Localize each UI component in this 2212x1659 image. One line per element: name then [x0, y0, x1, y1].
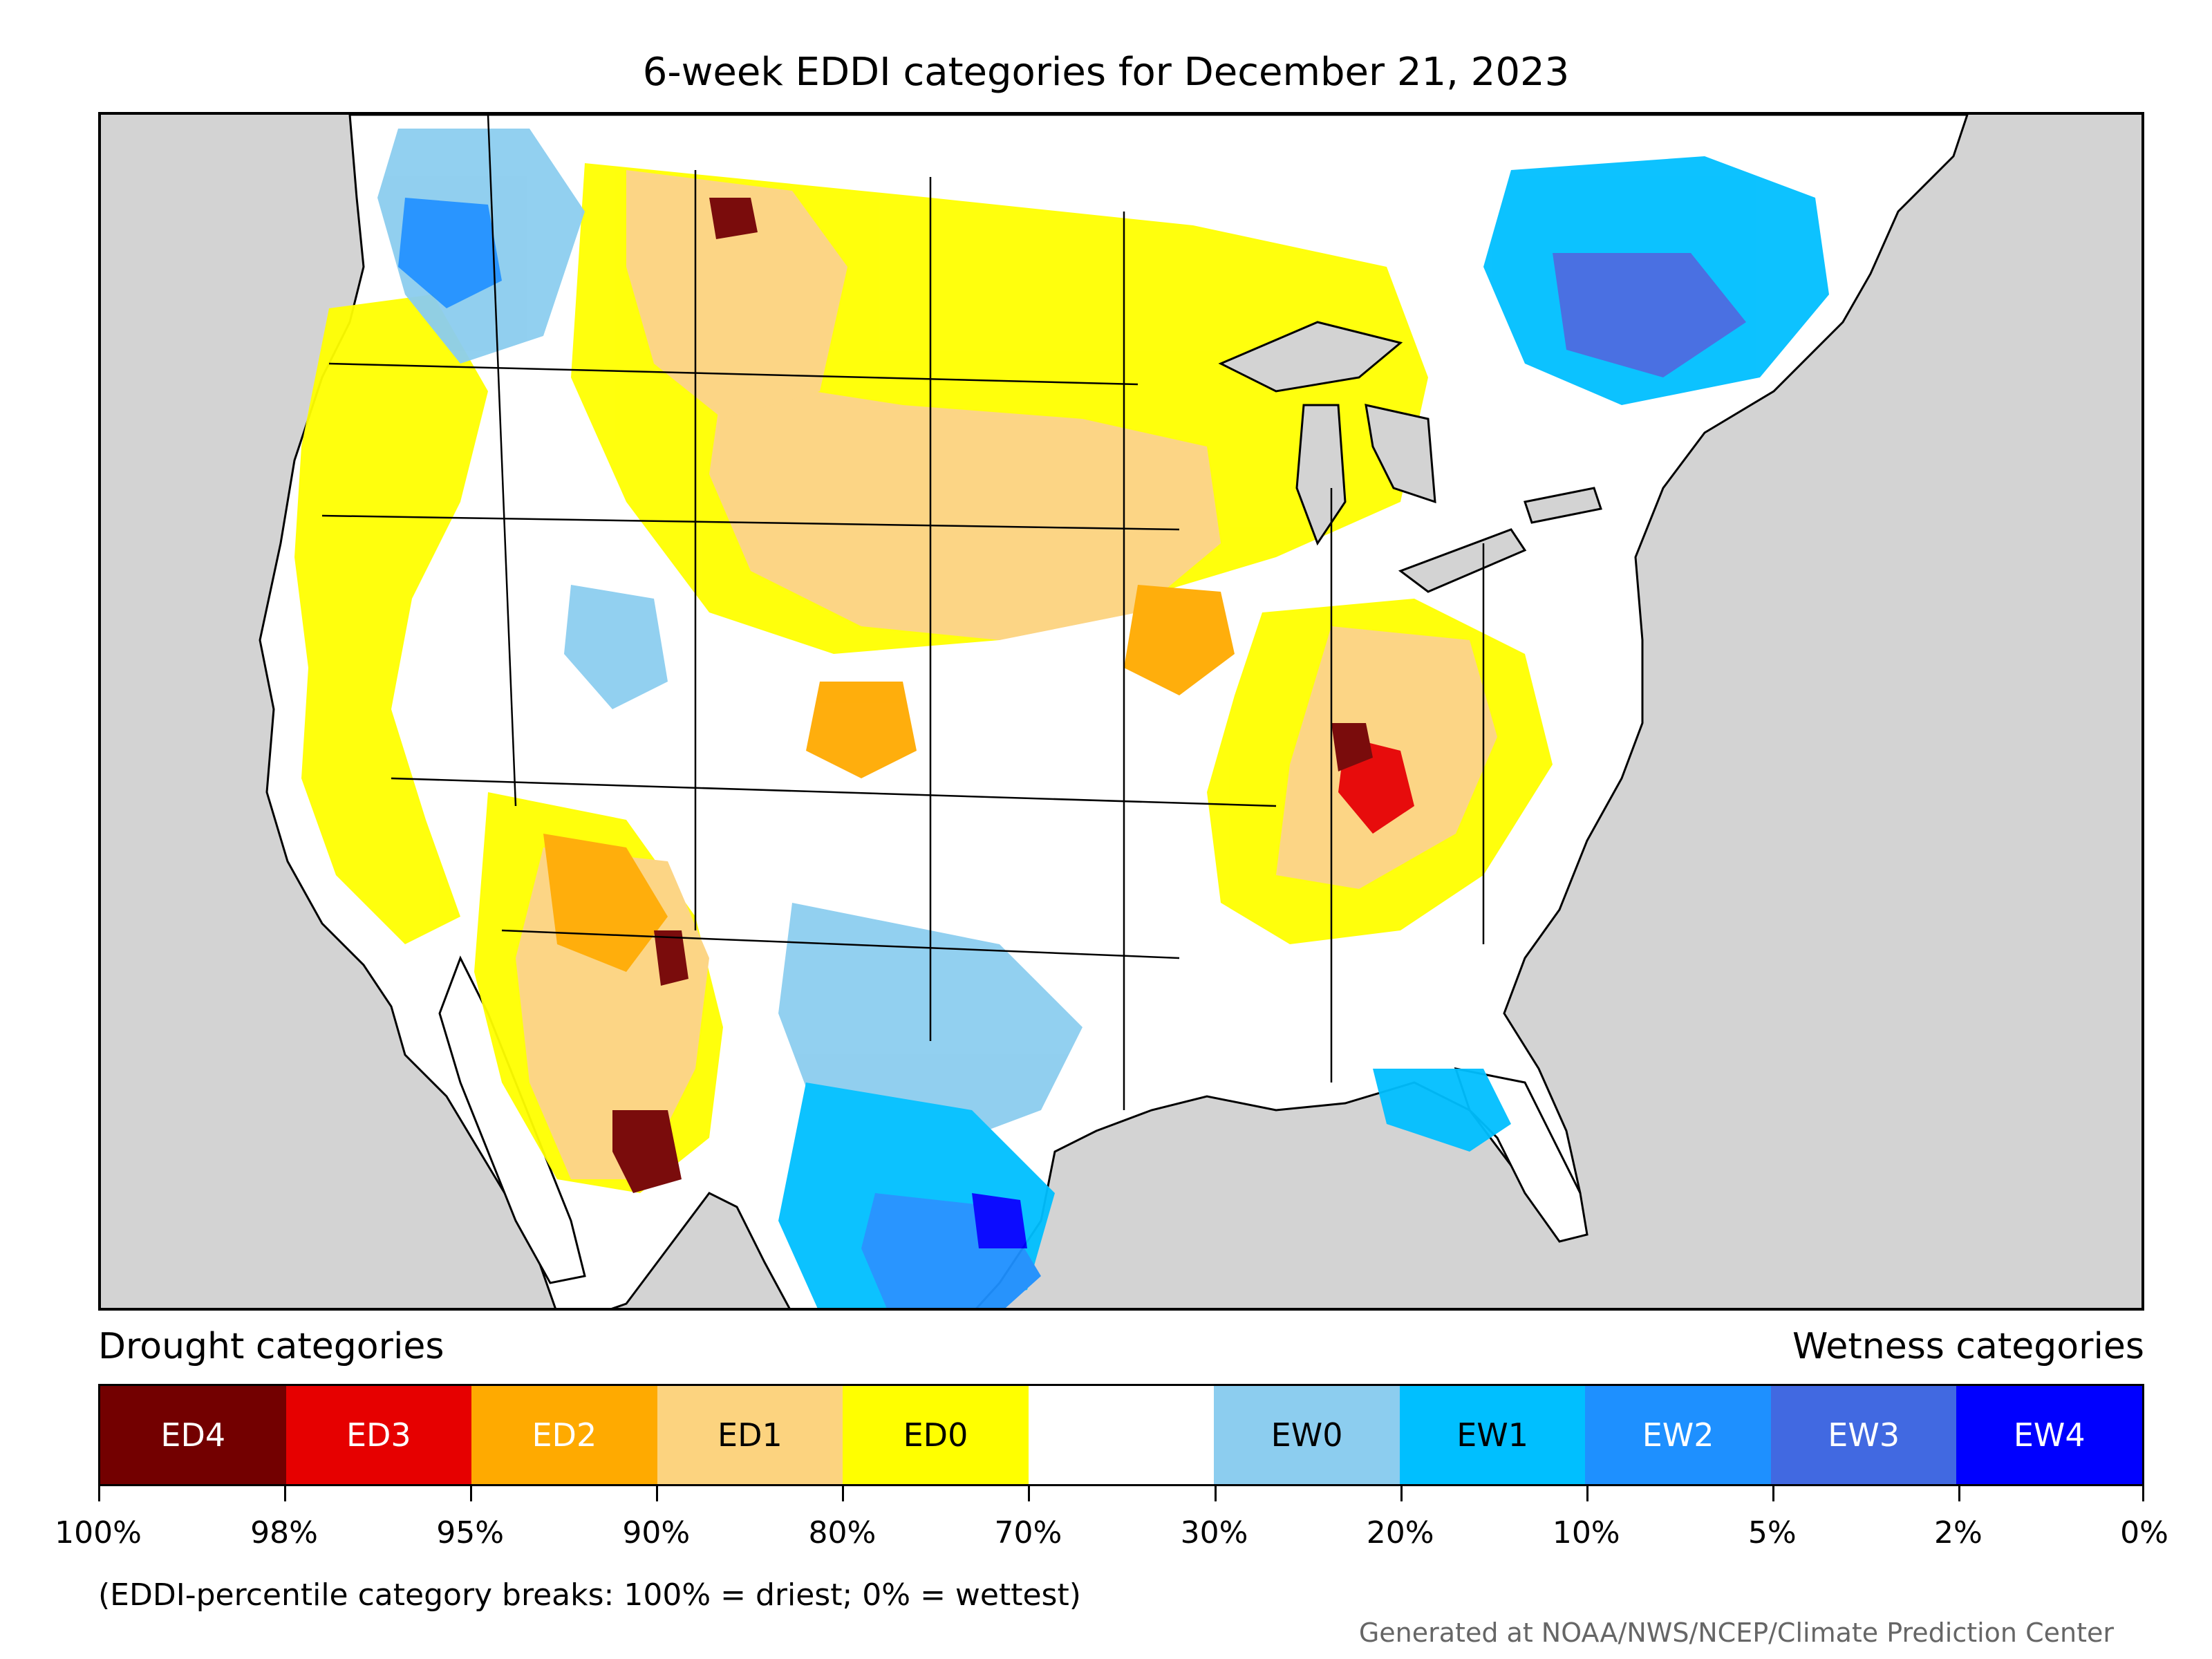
wetness-categories-heading: Wetness categories	[1792, 1326, 2144, 1367]
colorbar-tick	[1400, 1486, 1403, 1501]
legend-cell-ed2: ED2	[471, 1386, 657, 1484]
legend-cell-ew1: EW1	[1399, 1386, 1586, 1484]
colorbar-ticks	[98, 1486, 2144, 1504]
legend-cell-ed3: ED3	[285, 1386, 472, 1484]
ew0-area-utah	[564, 585, 668, 709]
ew4-area-houston	[972, 1193, 1027, 1248]
ed0-area-west	[294, 294, 488, 944]
ed4-area-indiana	[1331, 723, 1373, 771]
colorbar-tick	[1214, 1486, 1217, 1501]
colorbar-tick-label: 5%	[1747, 1515, 1797, 1550]
legend-cell-ew2: EW2	[1585, 1386, 1771, 1484]
colorbar-tick	[470, 1486, 473, 1501]
wetness-areas	[377, 129, 1829, 1308]
legend-cell-ew4: EW4	[1956, 1386, 2143, 1484]
ed2-area-colorado	[806, 682, 917, 778]
colorbar-tick	[1028, 1486, 1031, 1501]
eddi-map	[98, 112, 2144, 1311]
legend-cell-ew3: EW3	[1770, 1386, 1957, 1484]
colorbar-tick	[1586, 1486, 1588, 1501]
colorbar-tick-label: 100%	[55, 1515, 142, 1550]
ed1-area-montana	[626, 170, 847, 419]
ew2-area-washington	[398, 198, 502, 308]
colorbar-tick-label: 0%	[2120, 1515, 2168, 1550]
ed1-area-plains	[709, 377, 1221, 640]
colorbar-tick	[842, 1486, 845, 1501]
ew3-area-quebec	[1553, 253, 1746, 377]
great-lakes	[1218, 321, 1602, 593]
colorbar-tick	[1958, 1486, 1960, 1501]
generated-credit: Generated at NOAA/NWS/NCEP/Climate Predi…	[1358, 1618, 2114, 1648]
ed4-area-montana-north	[709, 198, 758, 239]
colorbar-tick	[98, 1486, 100, 1501]
colorbar-tick-label: 70%	[994, 1515, 1062, 1550]
colorbar-tick	[656, 1486, 659, 1501]
colorbar-tick	[1772, 1486, 1774, 1501]
ed4-area-chihuahua	[612, 1110, 682, 1193]
colorbar-tick-label: 80%	[808, 1515, 877, 1550]
legend-cell-ew0: EW0	[1214, 1386, 1400, 1484]
lake-erie	[1398, 528, 1527, 593]
map-title: 6-week EDDI categories for December 21, …	[642, 50, 1570, 95]
map-canvas	[101, 115, 2141, 1308]
state-borders	[321, 115, 1485, 1110]
ed4-area-new-mexico	[654, 930, 688, 986]
category-colorbar: ED4 ED3 ED2 ED1 ED0 EW0 EW1 EW2 EW3 EW4	[98, 1384, 2144, 1486]
colorbar-tick	[2142, 1486, 2144, 1501]
colorbar-tick-label: 90%	[622, 1515, 691, 1550]
category-breaks-note: (EDDI-percentile category breaks: 100% =…	[98, 1577, 1081, 1613]
drought-categories-heading: Drought categories	[98, 1326, 444, 1367]
colorbar-tick-label: 2%	[1934, 1515, 1983, 1550]
ew1-area-florida	[1373, 1069, 1511, 1152]
colorbar-tick-label: 10%	[1552, 1515, 1620, 1550]
legend-cell-ed0: ED0	[843, 1386, 1029, 1484]
legend-cell-ed4: ED4	[100, 1386, 286, 1484]
colorbar-tick-label: 98%	[250, 1515, 318, 1550]
colorbar-tick-label: 30%	[1180, 1515, 1248, 1550]
colorbar-tick-label: 95%	[436, 1515, 505, 1550]
ed2-area-arizona	[543, 834, 668, 972]
colorbar-tick-label: 20%	[1366, 1515, 1434, 1550]
drought-areas	[294, 163, 1553, 1193]
legend-cell-ed1: ED1	[657, 1386, 843, 1484]
legend-cell-normal	[1028, 1386, 1215, 1484]
lake-ontario	[1524, 487, 1602, 524]
lake-superior	[1218, 321, 1403, 393]
colorbar-tick	[284, 1486, 287, 1501]
lake-huron	[1365, 404, 1436, 504]
ed2-area-iowa	[1124, 585, 1235, 695]
